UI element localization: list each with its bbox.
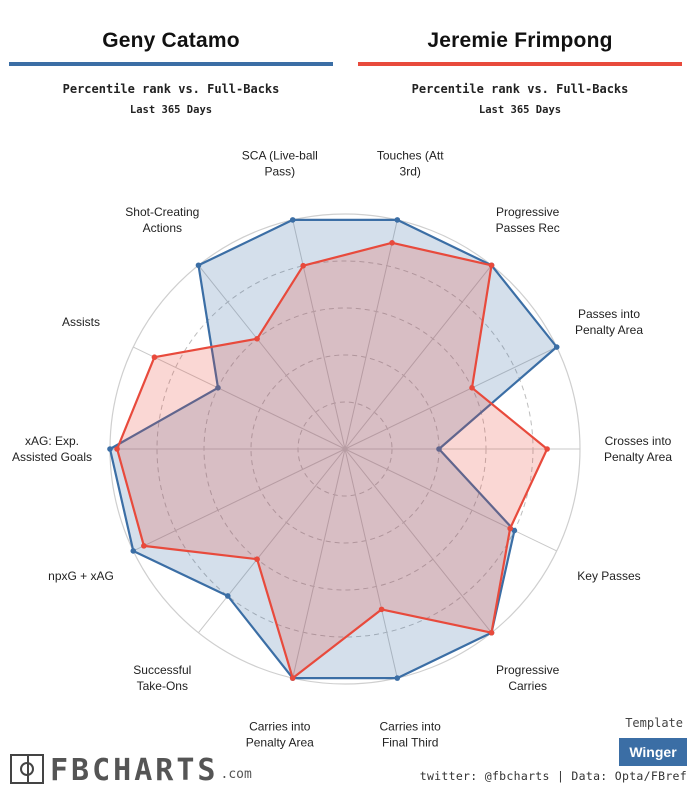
data-point-jeremie-frimpong (114, 446, 120, 452)
data-point-jeremie-frimpong (289, 675, 296, 681)
player2-period: Last 365 Days (478, 104, 562, 116)
data-point-jeremie-frimpong (254, 335, 260, 342)
data-point-jeremie-frimpong (544, 446, 550, 452)
template-badge: Winger (619, 738, 687, 766)
axis-spoke (133, 448, 346, 552)
data-point-geny-catamo (436, 446, 442, 452)
axis-spoke (198, 448, 346, 634)
data-point-jeremie-frimpong (507, 525, 513, 532)
series-area-jeremie-frimpong (115, 241, 549, 680)
data-point-jeremie-frimpong (378, 606, 385, 613)
category-label: Touches (Att 3rd) (377, 148, 444, 178)
data-point-geny-catamo (289, 217, 296, 223)
category-label: xAG: Exp. Assisted Goals (12, 434, 92, 464)
template-label: Template (625, 716, 683, 730)
pitch-icon (10, 754, 44, 784)
axis-spoke (198, 264, 346, 450)
credits: twitter: @fbcharts | Data: Opta/FBref (419, 769, 687, 783)
player1-subtitle: Percentile rank vs. Full-Backs (62, 82, 280, 96)
data-point-jeremie-frimpong (488, 262, 495, 269)
data-point-jeremie-frimpong (141, 543, 147, 549)
axis-spoke (344, 448, 557, 552)
axis-spoke (133, 346, 346, 450)
data-point-geny-catamo (195, 262, 202, 269)
player1-color-bar (9, 62, 333, 66)
data-point-geny-catamo (511, 527, 518, 534)
player1-period: Last 365 Days (129, 104, 213, 116)
data-point-jeremie-frimpong (151, 354, 158, 361)
axis-spoke (292, 219, 346, 450)
axis-spoke (344, 346, 557, 450)
data-point-geny-catamo (215, 385, 221, 391)
player2-header: Jeremie Frimpong Percentile rank vs. Ful… (358, 22, 682, 116)
category-label: Key Passes (577, 569, 640, 583)
player2-name: Jeremie Frimpong (427, 29, 613, 52)
category-label: npxG + xAG (48, 569, 114, 583)
data-point-geny-catamo (130, 548, 137, 554)
data-point-jeremie-frimpong (488, 629, 495, 636)
category-label: Passes into Penalty Area (575, 307, 643, 337)
axis-spoke (344, 448, 398, 679)
player1-header: Geny Catamo Percentile rank vs. Full-Bac… (9, 22, 333, 116)
axis-spoke (344, 264, 492, 450)
logo-text: FBCHARTS (50, 753, 219, 788)
data-point-jeremie-frimpong (469, 385, 475, 391)
category-label: Successful Take-Ons (133, 663, 191, 693)
data-point-geny-catamo (394, 217, 401, 223)
category-label: Carries into Penalty Area (246, 720, 314, 750)
data-point-geny-catamo (224, 593, 231, 599)
axis-spoke (344, 448, 492, 634)
category-label: Carries into Final Third (380, 720, 442, 750)
category-label: Shot-Creating Actions (125, 205, 199, 235)
data-point-jeremie-frimpong (254, 556, 260, 563)
player2-subtitle: Percentile rank vs. Full-Backs (411, 82, 629, 96)
data-point-jeremie-frimpong (389, 240, 395, 246)
fbcharts-logo: FBCHARTS .com (10, 748, 252, 788)
data-point-geny-catamo (553, 344, 560, 350)
player2-color-bar (358, 62, 682, 66)
player1-name: Geny Catamo (102, 29, 240, 52)
category-label: Progressive Carries (496, 663, 560, 693)
category-label: Crosses into Penalty Area (604, 434, 672, 464)
data-point-geny-catamo (107, 446, 113, 452)
data-point-jeremie-frimpong (300, 262, 306, 269)
category-label: Progressive Passes Rec (496, 205, 560, 235)
category-label: Assists (62, 315, 100, 329)
axis-spoke (292, 448, 346, 679)
data-point-geny-catamo (394, 675, 401, 681)
axis-spoke (344, 219, 398, 450)
logo-domain: .com (220, 767, 252, 782)
category-label: SCA (Live-ball Pass) (242, 148, 318, 178)
